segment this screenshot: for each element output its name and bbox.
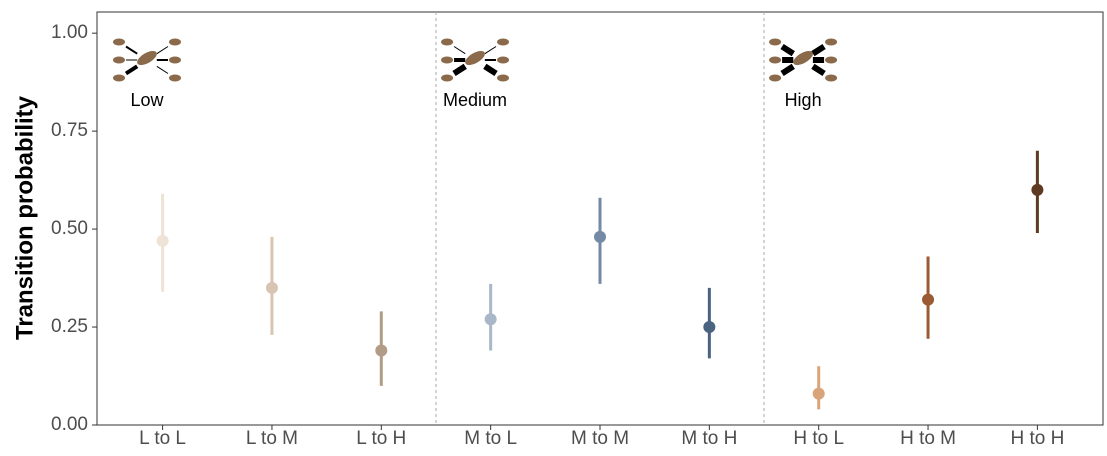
y-tick-label: 1.00 (51, 22, 88, 43)
y-tick-label: 0.00 (51, 414, 88, 435)
x-tick-label: L to H (356, 428, 406, 449)
network-edge (813, 66, 824, 73)
bird-icon (135, 48, 159, 68)
network-edge (157, 47, 168, 54)
network-edge (485, 66, 496, 73)
network-edge (454, 66, 465, 73)
y-tick-label: 0.25 (51, 316, 88, 337)
y-tick-label: 0.50 (51, 218, 88, 239)
y-tick-label: 0.75 (51, 120, 88, 141)
group-label: Low (130, 90, 164, 110)
point (594, 231, 606, 243)
network-edge (157, 66, 168, 73)
network-edge (782, 47, 793, 54)
bird-icon (497, 75, 509, 82)
network-edge (813, 47, 824, 54)
point (922, 294, 934, 306)
network-edge (782, 66, 793, 73)
y-axis-label: Transition probability (11, 95, 38, 340)
bird-icon (169, 39, 181, 46)
bird-icon (769, 39, 781, 46)
network-icon (441, 39, 509, 82)
point (813, 388, 825, 400)
network-edge (126, 47, 137, 54)
bird-icon (825, 57, 837, 64)
bird-icon (463, 48, 487, 68)
chart: Transition probability 0.00 0.25 0.50 0.75 1… (0, 0, 1107, 451)
bird-icon (441, 39, 453, 46)
x-tick-label: M to H (681, 428, 737, 449)
bird-icon (169, 57, 181, 64)
network-edge (485, 47, 496, 54)
point (1031, 184, 1043, 196)
bird-icon (113, 75, 125, 82)
x-tick-label: M to M (571, 428, 629, 449)
x-tick-label: L to L (139, 428, 186, 449)
group-label: High (785, 90, 822, 110)
network-edge (454, 47, 465, 54)
point (485, 313, 497, 325)
bird-icon (497, 57, 509, 64)
bird-icon (825, 75, 837, 82)
x-tick-label: H to L (793, 428, 844, 449)
point (375, 345, 387, 357)
bird-icon (113, 57, 125, 64)
x-tick-label: H to M (900, 428, 956, 449)
bird-icon (497, 39, 509, 46)
network-icon (769, 39, 837, 82)
point (266, 282, 278, 294)
network-icon (113, 39, 181, 82)
bird-icon (441, 75, 453, 82)
x-tick-label: H to H (1010, 428, 1064, 449)
group-label: Medium (443, 90, 507, 110)
bird-icon (169, 75, 181, 82)
bird-icon (769, 57, 781, 64)
x-tick-label: M to L (464, 428, 517, 449)
x-tick-label: L to M (246, 428, 298, 449)
bird-icon (441, 57, 453, 64)
bird-icon (113, 39, 125, 46)
bird-icon (825, 39, 837, 46)
bird-icon (769, 75, 781, 82)
point (157, 235, 169, 247)
network-edge (126, 66, 137, 73)
point (703, 321, 715, 333)
